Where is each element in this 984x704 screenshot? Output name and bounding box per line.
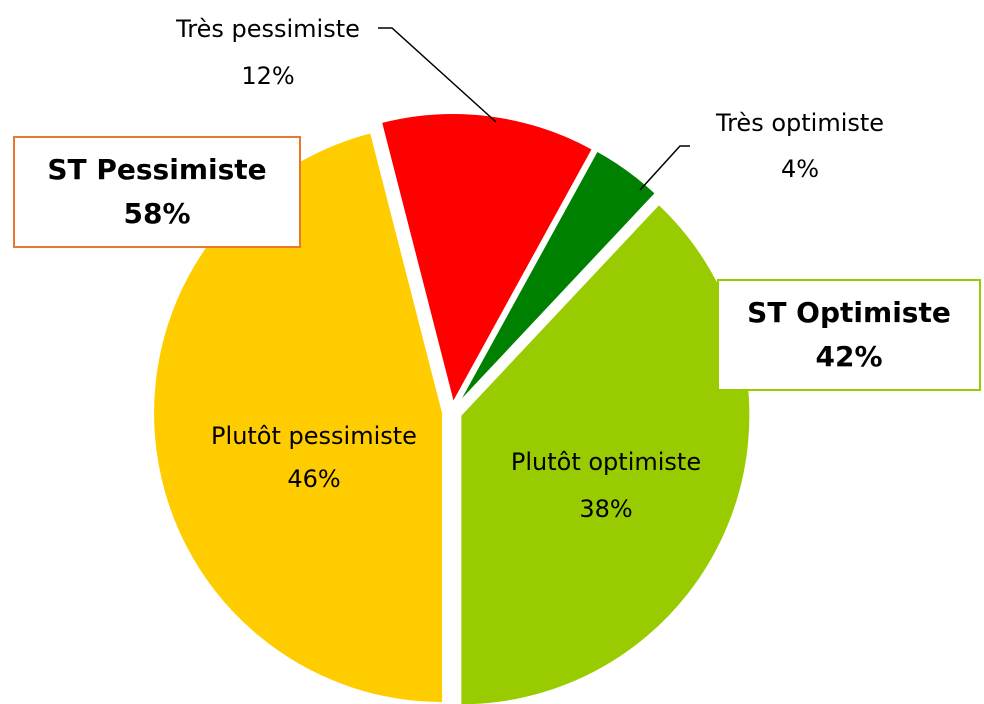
slice-value-label: 4% xyxy=(781,155,819,183)
leader-line xyxy=(378,27,497,123)
slice-label: Très optimiste xyxy=(715,109,884,137)
slice-value-label: 12% xyxy=(241,62,294,90)
pie-slice xyxy=(456,149,658,406)
slice-label: Très pessimiste xyxy=(175,15,360,43)
annotation-value: 58% xyxy=(123,197,190,230)
annotation-title: ST Optimiste xyxy=(747,296,951,329)
slice-label: Plutôt pessimiste xyxy=(211,422,417,450)
annotation-box xyxy=(13,136,301,248)
slice-value-label: 46% xyxy=(287,465,340,493)
annotation-box xyxy=(717,279,981,391)
annotation-value: 42% xyxy=(815,340,882,373)
annotation-title: ST Pessimiste xyxy=(47,153,266,186)
slice-value-label: 38% xyxy=(579,495,632,523)
leader-line xyxy=(639,145,690,191)
slice-label: Plutôt optimiste xyxy=(511,448,701,476)
